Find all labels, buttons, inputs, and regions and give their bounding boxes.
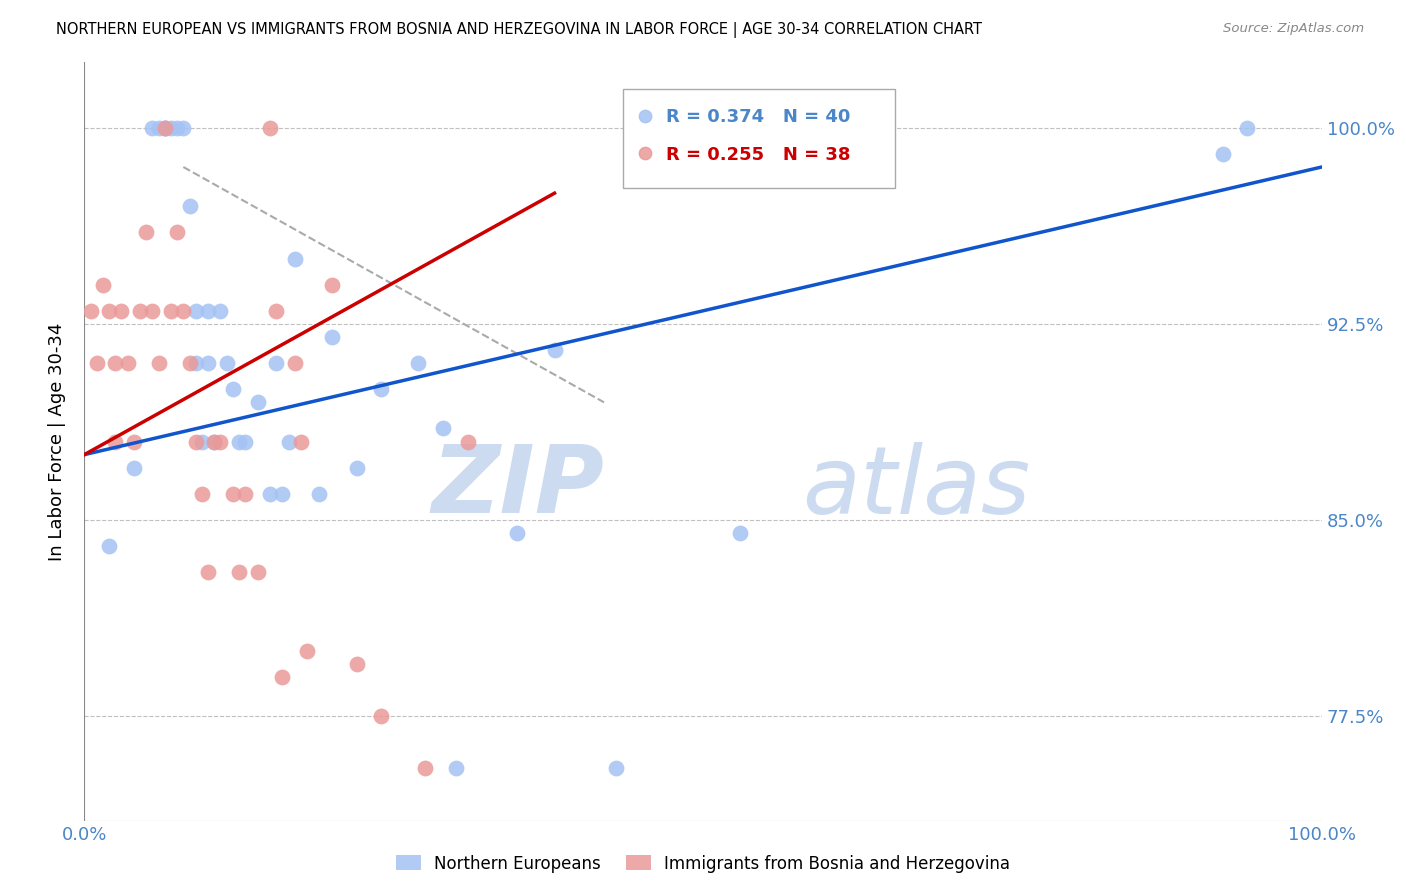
Point [104, 356, 127, 370]
Point [413, 761, 436, 775]
Point [153, 120, 176, 135]
Point [110, 303, 132, 318]
Point [135, 226, 157, 240]
Point [271, 487, 294, 501]
Point [228, 566, 250, 580]
Point [728, 526, 751, 541]
Point [86, 356, 108, 370]
Point [290, 434, 312, 449]
Point [197, 566, 219, 580]
Point [122, 460, 145, 475]
Text: R = 0.255   N = 38: R = 0.255 N = 38 [666, 145, 851, 164]
Point [370, 709, 392, 723]
Text: Source: ZipAtlas.com: Source: ZipAtlas.com [1223, 22, 1364, 36]
Point [166, 226, 188, 240]
Point [321, 277, 343, 292]
Point [222, 382, 245, 396]
Y-axis label: In Labor Force | Age 30-34: In Labor Force | Age 30-34 [48, 322, 66, 561]
Point [79, 303, 101, 318]
Point [246, 395, 269, 409]
Point [246, 566, 269, 580]
Point [184, 434, 207, 449]
Point [104, 434, 127, 449]
FancyBboxPatch shape [623, 89, 894, 187]
Point [277, 434, 299, 449]
Point [284, 356, 307, 370]
Point [259, 120, 281, 135]
Point [1236, 120, 1258, 135]
Legend: Northern Europeans, Immigrants from Bosnia and Herzegovina: Northern Europeans, Immigrants from Bosn… [389, 848, 1017, 880]
Point [321, 330, 343, 344]
Point [228, 434, 250, 449]
Point [370, 382, 392, 396]
Point [197, 303, 219, 318]
Point [202, 434, 225, 449]
Point [605, 761, 627, 775]
Point [141, 303, 163, 318]
Point [408, 356, 430, 370]
Text: atlas: atlas [801, 442, 1031, 533]
Point [91, 277, 114, 292]
Point [444, 761, 467, 775]
Point [160, 120, 183, 135]
Point [191, 434, 214, 449]
Point [197, 356, 219, 370]
Point [209, 434, 232, 449]
Point [153, 120, 176, 135]
Point [634, 434, 657, 449]
Point [233, 434, 256, 449]
Point [160, 303, 183, 318]
Point [432, 421, 454, 435]
Point [172, 120, 194, 135]
Point [172, 303, 194, 318]
Point [271, 670, 294, 684]
Point [346, 657, 368, 671]
Point [308, 487, 330, 501]
Point [184, 356, 207, 370]
Point [179, 356, 201, 370]
Text: R = 0.374   N = 40: R = 0.374 N = 40 [666, 108, 851, 126]
Point [233, 487, 256, 501]
Point [202, 434, 225, 449]
Point [191, 487, 214, 501]
Point [129, 303, 152, 318]
Point [98, 303, 121, 318]
Point [215, 356, 238, 370]
Point [264, 356, 287, 370]
Point [184, 303, 207, 318]
Point [259, 487, 281, 501]
Point [179, 199, 201, 213]
Text: NORTHERN EUROPEAN VS IMMIGRANTS FROM BOSNIA AND HERZEGOVINA IN LABOR FORCE | AGE: NORTHERN EUROPEAN VS IMMIGRANTS FROM BOS… [56, 22, 983, 38]
Point [117, 356, 139, 370]
Point [166, 120, 188, 135]
Point [457, 434, 479, 449]
Text: ZIP: ZIP [432, 441, 605, 533]
Point [148, 120, 170, 135]
Point [153, 120, 176, 135]
Point [506, 526, 529, 541]
Point [264, 303, 287, 318]
Point [148, 356, 170, 370]
Point [634, 303, 657, 318]
Point [98, 539, 121, 553]
Point [543, 343, 565, 357]
Point [1212, 147, 1234, 161]
Point [122, 434, 145, 449]
Point [295, 643, 318, 657]
Point [222, 487, 245, 501]
Point [284, 252, 307, 266]
Point [346, 460, 368, 475]
Point [209, 303, 232, 318]
Point [141, 120, 163, 135]
